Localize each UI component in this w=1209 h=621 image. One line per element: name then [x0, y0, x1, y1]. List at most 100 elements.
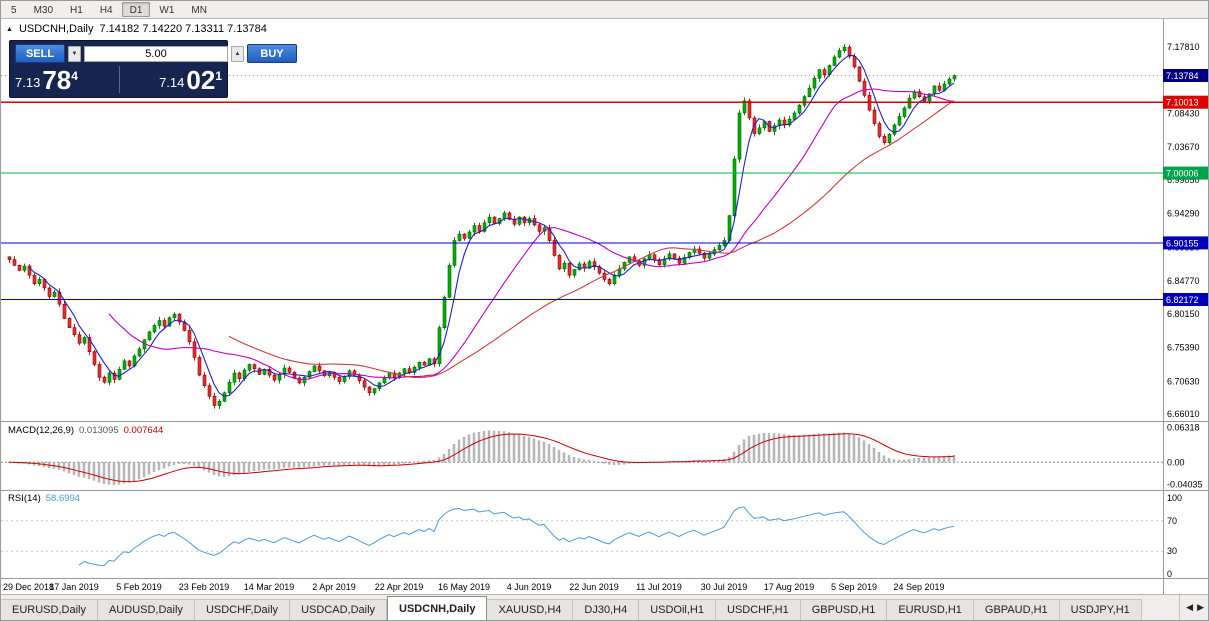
- green-hline-badge-label: 7.00006: [1166, 169, 1199, 179]
- tab-USDCAD,Daily[interactable]: USDCAD,Daily: [290, 599, 388, 620]
- price-tick: 6.84770: [1167, 276, 1200, 286]
- tab-DJ30,H4[interactable]: DJ30,H4: [573, 599, 640, 620]
- date-label: 4 Jun 2019: [507, 582, 552, 592]
- pane-separators[interactable]: [1, 19, 1209, 596]
- date-label: 24 Sep 2019: [893, 582, 944, 592]
- timeframe-M30[interactable]: M30: [33, 5, 54, 16]
- tab-USDCNH,Daily[interactable]: USDCNH,Daily: [387, 596, 488, 620]
- price-axis-badges: 7.13784 7.10013 7.00006 6.90155 6.82172: [1163, 69, 1208, 306]
- ma-line-5: [28, 54, 955, 397]
- tab-XAUUSD,H4[interactable]: XAUUSD,H4: [487, 599, 574, 620]
- macd-indicator-label: MACD(12,26,9) 0.013095 0.007644: [8, 425, 163, 436]
- volume-increase-button[interactable]: ▲: [231, 45, 244, 62]
- tab-USDCHF,Daily[interactable]: USDCHF,Daily: [194, 599, 291, 620]
- timeframe-H1[interactable]: H1: [70, 5, 83, 16]
- timeframe-W1[interactable]: W1: [159, 5, 175, 16]
- red-hline-badge: [1163, 95, 1208, 109]
- tab-USDOil,H1[interactable]: USDOil,H1: [639, 599, 716, 620]
- rsi-tick: 30: [1167, 546, 1177, 556]
- rsi-tick: 0: [1167, 569, 1172, 579]
- volume-input[interactable]: [84, 45, 228, 62]
- price-tick: 6.70630: [1167, 376, 1200, 386]
- tab-USDCHF,H1[interactable]: USDCHF,H1: [716, 599, 801, 620]
- chart-ohlc-title: ▲ USDCNH,Daily 7.14182 7.14220 7.13311 7…: [6, 23, 267, 35]
- date-label: 29 Dec 2018: [3, 582, 54, 592]
- price-tick: 6.66010: [1167, 409, 1200, 419]
- price-tick: 7.08430: [1167, 109, 1200, 119]
- rsi-value: 58.6994: [45, 493, 81, 504]
- macd-title: MACD(12,26,9): [8, 425, 74, 436]
- timeframe-MN[interactable]: MN: [191, 5, 207, 16]
- chart-ohlc-values: 7.14182 7.14220 7.13311 7.13784: [99, 23, 267, 35]
- chart-canvas[interactable]: 7.178107.084307.036706.990506.942906.895…: [1, 19, 1209, 596]
- chart-tabs-bar: EURUSD,Daily AUDUSD,Daily USDCHF,Daily USDC…: [1, 594, 1208, 620]
- volume-decrease-button[interactable]: ▼: [68, 45, 81, 62]
- green-hline-badge: [1163, 166, 1208, 180]
- blue-hline-badge-1: [1163, 236, 1208, 250]
- tab-GBPUSD,H1[interactable]: GBPUSD,H1: [800, 599, 888, 620]
- date-label: 2 Apr 2019: [312, 582, 356, 592]
- buy-button[interactable]: BUY: [247, 44, 297, 63]
- rsi-tick: 100: [1167, 493, 1182, 503]
- sell-button[interactable]: SELL: [15, 44, 65, 63]
- date-label: 23 Feb 2019: [179, 582, 230, 592]
- blue-hline-badge-2-label: 6.82172: [1166, 295, 1199, 305]
- timeframe-H4[interactable]: H4: [99, 5, 113, 16]
- date-label: 22 Jun 2019: [569, 582, 619, 592]
- macd-main-value: 0.013095: [79, 425, 119, 436]
- tab-EURUSD,H1[interactable]: EURUSD,H1: [887, 599, 974, 620]
- price-tick: 6.99050: [1167, 175, 1200, 185]
- price-axis[interactable]: 7.178107.084307.036706.990506.942906.895…: [1167, 42, 1203, 579]
- macd-histogram: [7, 430, 956, 485]
- horizontal-lines[interactable]: [1, 101, 1163, 301]
- rsi-title: RSI(14): [8, 493, 41, 504]
- ma-line-21: [108, 88, 955, 381]
- tab-EURUSD,Daily[interactable]: EURUSD,Daily: [1, 599, 98, 620]
- tab-GBPAUD,H1[interactable]: GBPAUD,H1: [973, 599, 1060, 620]
- symbol-marker-icon: ▲: [6, 25, 13, 33]
- tab-scroll-right-icon[interactable]: ▶: [1197, 602, 1204, 612]
- tab-scroll-left-icon[interactable]: ◀: [1186, 602, 1194, 612]
- red-hline-badge-label: 7.10013: [1166, 98, 1199, 108]
- blue-hline-badge-2: [1163, 293, 1208, 306]
- candle-bodies: [7, 46, 957, 406]
- timeframe-5[interactable]: 5: [11, 5, 17, 16]
- date-label: 16 May 2019: [438, 582, 490, 592]
- tab-USDJPY,H1[interactable]: USDJPY,H1: [1059, 599, 1142, 620]
- sell-price-head: 7.13: [15, 75, 41, 90]
- macd-signal-value: 0.007644: [123, 425, 164, 436]
- tab-scroll-controls: ◀ ▶: [1179, 595, 1208, 620]
- chart-window: 7.178107.084307.036706.990506.942906.895…: [1, 19, 1209, 596]
- buy-price-head: 7.14: [159, 75, 185, 90]
- date-label: 5 Feb 2019: [116, 582, 162, 592]
- rsi-indicator-label: RSI(14) 58.6994: [8, 493, 80, 504]
- date-label: 22 Apr 2019: [375, 582, 424, 592]
- price-tick: 6.80150: [1167, 309, 1200, 319]
- sell-price-point: 4: [71, 69, 78, 83]
- ma-line-45: [228, 100, 955, 379]
- buy-price-pips: 02: [186, 65, 216, 95]
- buy-price-point: 1: [215, 69, 222, 83]
- date-label: 17 Aug 2019: [764, 582, 815, 592]
- macd-tick: 0.00: [1167, 457, 1185, 467]
- timeframe-toolbar: 5 M30 H1 H4 D1 W1 MN: [1, 1, 1208, 19]
- buy-price[interactable]: 7.14 02 1: [119, 64, 222, 95]
- sell-price-pips: 78: [42, 65, 72, 95]
- sell-price[interactable]: 7.13 78 4: [15, 64, 119, 94]
- price-tick: 6.94290: [1167, 209, 1200, 219]
- timeframe-D1[interactable]: D1: [121, 2, 151, 17]
- date-label: 30 Jul 2019: [701, 582, 748, 592]
- date-label: 11 Jul 2019: [636, 582, 682, 592]
- date-label: 5 Sep 2019: [831, 582, 877, 592]
- tab-AUDUSD,Daily[interactable]: AUDUSD,Daily: [97, 599, 195, 620]
- bid-price-badge-label: 7.13784: [1166, 71, 1199, 81]
- price-tick: 7.17810: [1167, 42, 1200, 52]
- price-tick: 6.75390: [1167, 343, 1200, 353]
- chart-tabs: EURUSD,Daily AUDUSD,Daily USDCHF,Daily USDC…: [1, 596, 1142, 620]
- rsi-tick: 70: [1167, 516, 1177, 526]
- bid-price-badge: [1163, 69, 1208, 82]
- blue-hline-badge-1-label: 6.90155: [1166, 238, 1199, 248]
- date-label: 14 Mar 2019: [244, 582, 295, 592]
